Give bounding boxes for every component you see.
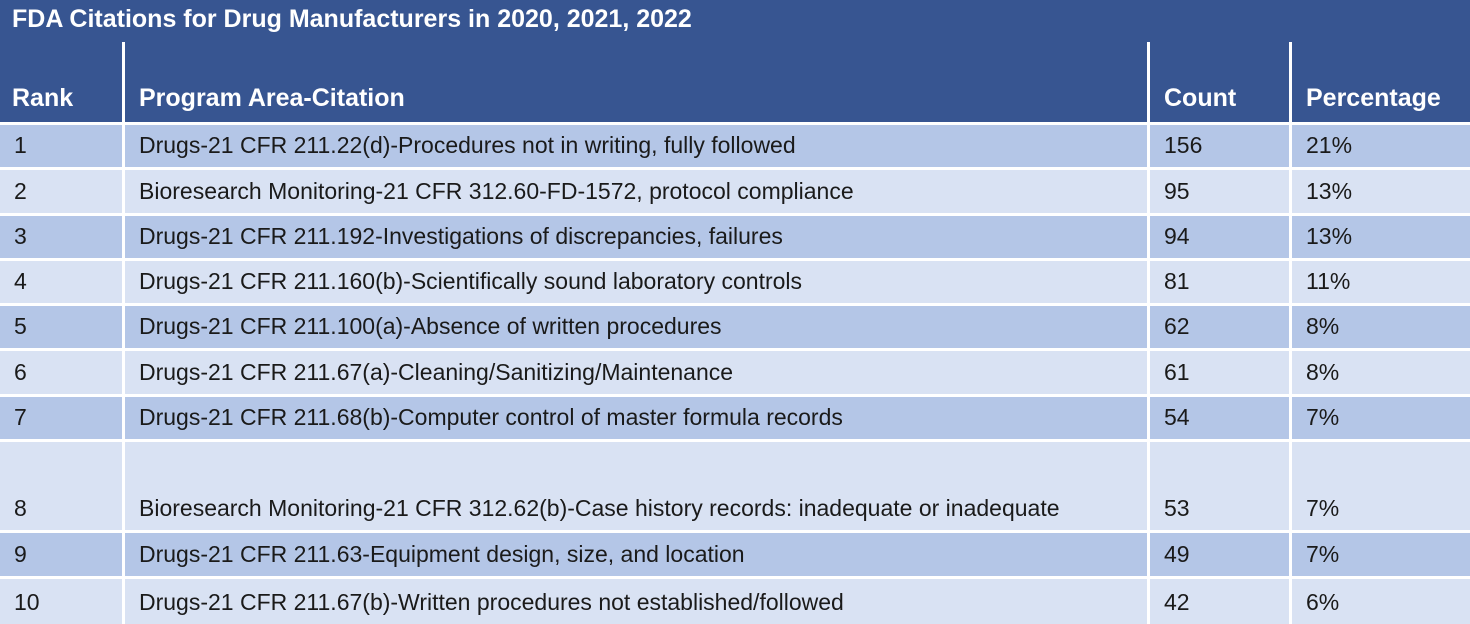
table-row: 10 Drugs-21 CFR 211.67(b)-Written proced… [0, 578, 1470, 624]
column-header-percentage: Percentage [1292, 42, 1470, 125]
cell-rank: 9 [0, 533, 125, 579]
column-header-rank: Rank [0, 42, 125, 125]
cell-rank: 1 [0, 125, 125, 171]
cell-count: 81 [1150, 260, 1292, 307]
cell-percentage: 8% [1292, 351, 1470, 397]
cell-percentage: 13% [1292, 215, 1470, 261]
cell-citation: Drugs-21 CFR 211.100(a)-Absence of writt… [125, 306, 1150, 352]
cell-count: 42 [1150, 578, 1292, 624]
cell-citation: Bioresearch Monitoring-21 CFR 312.62(b)-… [125, 441, 1150, 534]
cell-rank: 8 [0, 441, 125, 534]
table-row: 9 Drugs-21 CFR 211.63-Equipment design, … [0, 533, 1470, 579]
table-header-row: Rank Program Area-Citation Count Percent… [0, 42, 1470, 125]
cell-citation: Drugs-21 CFR 211.192-Investigations of d… [125, 215, 1150, 261]
cell-rank: 3 [0, 215, 125, 261]
cell-count: 94 [1150, 215, 1292, 261]
cell-percentage: 21% [1292, 125, 1470, 171]
table-row: 6 Drugs-21 CFR 211.67(a)-Cleaning/Saniti… [0, 351, 1470, 397]
cell-citation: Drugs-21 CFR 211.63-Equipment design, si… [125, 533, 1150, 579]
cell-citation: Drugs-21 CFR 211.68(b)-Computer control … [125, 396, 1150, 442]
table-row: 2 Bioresearch Monitoring-21 CFR 312.60-F… [0, 170, 1470, 216]
cell-percentage: 6% [1292, 578, 1470, 624]
cell-percentage: 7% [1292, 533, 1470, 579]
cell-percentage: 13% [1292, 170, 1470, 216]
cell-percentage: 7% [1292, 396, 1470, 442]
cell-count: 62 [1150, 306, 1292, 352]
table-row: 3 Drugs-21 CFR 211.192-Investigations of… [0, 215, 1470, 261]
cell-percentage: 11% [1292, 260, 1470, 307]
cell-rank: 4 [0, 260, 125, 307]
cell-citation: Drugs-21 CFR 211.22(d)-Procedures not in… [125, 125, 1150, 171]
table-row: 7 Drugs-21 CFR 211.68(b)-Computer contro… [0, 396, 1470, 442]
cell-citation: Drugs-21 CFR 211.160(b)-Scientifically s… [125, 260, 1150, 307]
cell-rank: 5 [0, 306, 125, 352]
cell-citation: Drugs-21 CFR 211.67(b)-Written procedure… [125, 578, 1150, 624]
cell-count: 61 [1150, 351, 1292, 397]
table-title: FDA Citations for Drug Manufacturers in … [0, 0, 1470, 42]
cell-citation: Bioresearch Monitoring-21 CFR 312.60-FD-… [125, 170, 1150, 216]
cell-rank: 7 [0, 396, 125, 442]
cell-rank: 2 [0, 170, 125, 216]
table-row: 8 Bioresearch Monitoring-21 CFR 312.62(b… [0, 441, 1470, 534]
table-row: 4 Drugs-21 CFR 211.160(b)-Scientifically… [0, 260, 1470, 307]
table-row: 1 Drugs-21 CFR 211.22(d)-Procedures not … [0, 125, 1470, 171]
cell-count: 156 [1150, 125, 1292, 171]
cell-count: 53 [1150, 441, 1292, 534]
cell-citation: Drugs-21 CFR 211.67(a)-Cleaning/Sanitizi… [125, 351, 1150, 397]
cell-count: 49 [1150, 533, 1292, 579]
column-header-citation: Program Area-Citation [125, 42, 1150, 125]
column-header-count: Count [1150, 42, 1292, 125]
table-title-row: FDA Citations for Drug Manufacturers in … [0, 0, 1470, 42]
cell-count: 95 [1150, 170, 1292, 216]
cell-count: 54 [1150, 396, 1292, 442]
cell-percentage: 8% [1292, 306, 1470, 352]
cell-rank: 10 [0, 578, 125, 624]
cell-percentage: 7% [1292, 441, 1470, 534]
cell-rank: 6 [0, 351, 125, 397]
table-row: 5 Drugs-21 CFR 211.100(a)-Absence of wri… [0, 306, 1470, 352]
